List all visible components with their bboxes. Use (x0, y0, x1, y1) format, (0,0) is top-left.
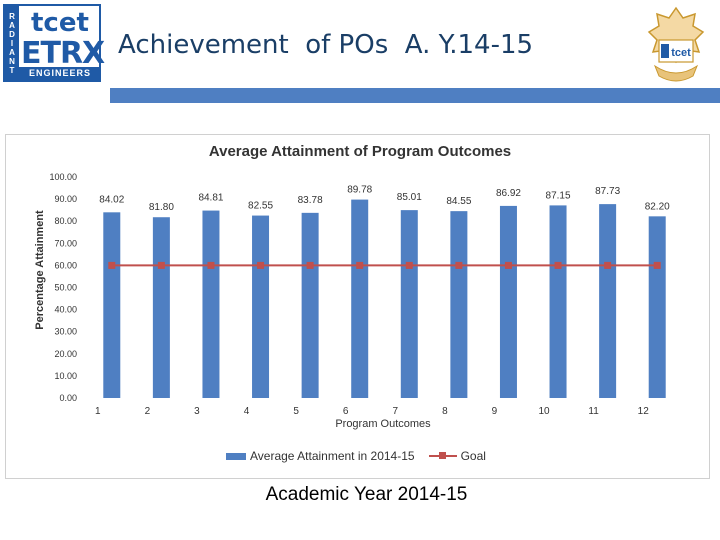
header-divider-bar (110, 88, 720, 103)
logo-side-letter: I (10, 38, 14, 48)
legend-goal-label: Goal (460, 449, 486, 463)
academic-year-caption: Academic Year 2014-15 (265, 484, 468, 505)
tcet-etrx-logo: R A D I A N T tcet ETRX ENGINEERS (3, 4, 105, 82)
logo-side-letter: A (9, 47, 15, 57)
chart-frame (5, 134, 710, 479)
legend-bar-swatch (226, 452, 246, 460)
logo-side-letter: A (9, 20, 15, 30)
logo-side-letter: R (9, 11, 15, 21)
legend-goal-swatch (428, 450, 457, 462)
chart-legend: Average Attainment in 2014-15 Goal (226, 449, 486, 463)
x-axis-label: Program Outcomes (335, 418, 431, 430)
logo-etrx-text: ETRX (21, 36, 105, 71)
crest-logo-text: tcet (671, 47, 691, 59)
logo-side-letter: N (9, 56, 15, 66)
logo-side-letter: D (9, 29, 15, 39)
page-title: Achievement of POs A. Y.14-15 (118, 30, 534, 60)
tcet-crest-logo: tcet (647, 6, 705, 82)
logo-side-letter: T (9, 65, 15, 75)
chart-title: Average Attainment of Program Outcomes (208, 143, 512, 160)
logo-side-strip: R A D I A N T (5, 6, 19, 80)
legend-bar-label: Average Attainment in 2014-15 (250, 449, 415, 463)
y-axis-label: Percentage Attainment (34, 210, 46, 330)
logo-tcet-text: tcet (31, 8, 89, 38)
logo-engineers-text: ENGINEERS (19, 67, 101, 80)
